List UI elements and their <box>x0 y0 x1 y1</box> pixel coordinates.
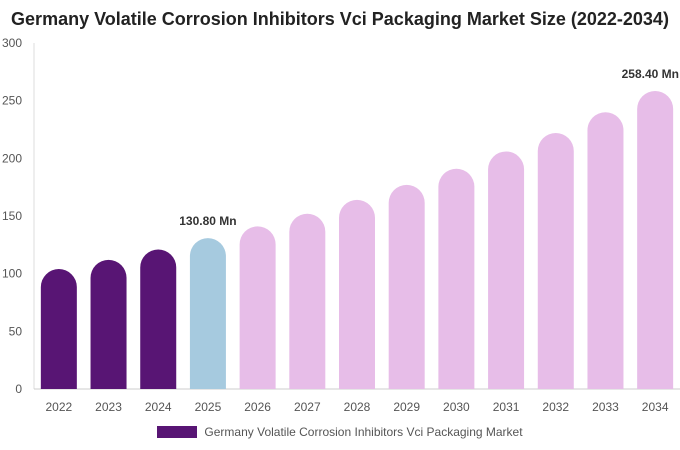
x-tick-label: 2027 <box>294 400 321 414</box>
data-label: 130.80 Mn <box>179 214 236 228</box>
legend-swatch <box>157 426 198 438</box>
x-tick-label: 2026 <box>244 400 271 414</box>
bar <box>140 249 177 389</box>
bar <box>438 168 475 389</box>
bar <box>40 269 77 389</box>
x-tick-label: 2022 <box>45 400 72 414</box>
bar <box>189 238 226 389</box>
bar <box>90 259 127 389</box>
bar <box>339 199 375 389</box>
x-tick-label: 2031 <box>493 400 520 414</box>
x-tick-label: 2033 <box>592 400 619 414</box>
y-tick-label: 150 <box>2 209 22 223</box>
x-tick-label: 2029 <box>393 400 420 414</box>
y-tick-label: 100 <box>2 267 22 281</box>
y-tick-label: 250 <box>2 94 22 108</box>
y-tick-label: 50 <box>9 324 23 338</box>
legend-label: Germany Volatile Corrosion Inhibitors Vc… <box>204 425 523 439</box>
x-tick-label: 2023 <box>95 400 122 414</box>
y-tick-label: 200 <box>2 151 22 165</box>
x-tick-label: 2032 <box>542 400 569 414</box>
data-label: 258.40 Mn <box>622 67 679 81</box>
bar <box>239 226 276 389</box>
x-tick-label: 2028 <box>344 400 371 414</box>
bar <box>587 112 624 389</box>
legend: Germany Volatile Corrosion Inhibitors Vc… <box>0 425 680 439</box>
y-tick-label: 0 <box>15 382 22 396</box>
x-tick-label: 2034 <box>642 400 669 414</box>
x-tick-label: 2030 <box>443 400 470 414</box>
bar <box>537 132 574 389</box>
bar <box>637 90 674 389</box>
bar <box>289 213 326 389</box>
x-tick-label: 2024 <box>145 400 172 414</box>
x-tick-label: 2025 <box>195 400 222 414</box>
y-tick-label: 300 <box>2 36 22 50</box>
bar <box>488 151 525 389</box>
chart-title: Germany Volatile Corrosion Inhibitors Vc… <box>11 9 669 29</box>
bar <box>388 184 425 389</box>
